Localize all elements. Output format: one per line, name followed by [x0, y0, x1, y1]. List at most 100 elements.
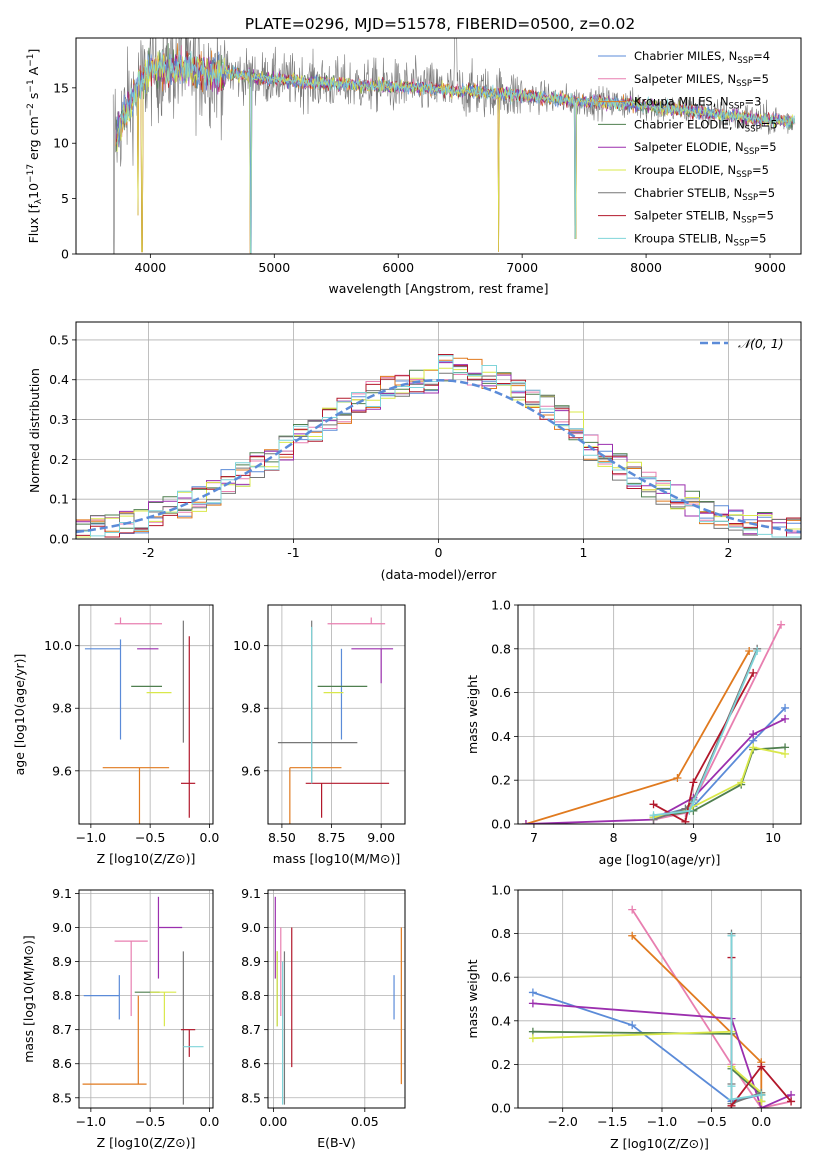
- y-axis-label: mass [log10(M/M⊙)]: [21, 935, 36, 1063]
- series-line-kroupa_stelib: [730, 935, 762, 1101]
- series-marker-salpeter_stelib: [757, 1062, 766, 1071]
- y-tick-label: 0.8: [491, 641, 511, 656]
- x-tick-label: 8000: [630, 260, 662, 275]
- x-axis-label: age [log10(age/yr)]: [599, 852, 721, 867]
- series-marker-chabrier_miles: [781, 703, 790, 712]
- x-tick-label: 8.50: [268, 830, 296, 845]
- series-line-chabrier_elodie: [532, 1030, 763, 1102]
- series-marker-kroupa_stelib: [685, 806, 694, 815]
- y-tick-label: 9.0: [241, 920, 261, 935]
- y-tick-label: 0: [61, 247, 69, 262]
- series-marker-kroupa_elodie: [528, 1034, 537, 1043]
- y-tick-label: 9.0: [52, 920, 72, 935]
- legend: Chabrier MILES, NSSP=4 Salpeter MILES, NS…: [598, 49, 778, 248]
- y-tick-label: 8.9: [241, 954, 261, 969]
- y-tick-label: 8.8: [241, 988, 261, 1003]
- x-tick-label: 4000: [134, 260, 166, 275]
- x-axis-label: mass [log10(M/M⊙)]: [273, 851, 401, 866]
- y-tick-label: 0.4: [49, 372, 69, 387]
- plot-area-mass_vs_ebv: [274, 896, 402, 1105]
- x-tick-label: 5000: [258, 260, 290, 275]
- plot-area-spectrum: [112, 38, 796, 254]
- x-axis-label: E(B-V): [317, 1135, 356, 1150]
- x-tick-label: 10: [765, 830, 781, 845]
- legend-label-chabrier_miles: Chabrier MILES, NSSP=4: [634, 49, 770, 66]
- x-tick-label: 6000: [382, 260, 414, 275]
- series-marker-salpeter_stelib: [649, 800, 658, 809]
- y-tick-label: 8.6: [52, 1056, 72, 1071]
- x-tick-label: 1: [580, 545, 588, 560]
- panel-mass_weight_vs_age: 7 8 9 10 0.0 0.2 0.4 0.6 0.8 1.0 age [log10(age/yr…: [465, 598, 802, 867]
- y-tick-label: 10.0: [233, 638, 261, 653]
- plot-area-mass_weight_vs_Z: [528, 905, 796, 1108]
- figure-title: PLATE=0296, MJD=51578, FIBERID=0500, z=0…: [245, 15, 635, 33]
- x-axis-label: (data-model)/error: [381, 567, 498, 582]
- y-tick-label: 8.6: [241, 1056, 261, 1071]
- series-marker-kroupa_stelib: [727, 1082, 736, 1091]
- x-tick-label: −1.0: [76, 1114, 106, 1129]
- panel-age_vs_Z: −1.0 −0.5 0.0 9.6 9.8 10.0 Z [log10(Z/Z⊙)] age …: [12, 604, 219, 866]
- series-marker-kroupa_stelib: [757, 1090, 766, 1099]
- x-tick-label: 0.0: [199, 830, 219, 845]
- plot-area-age_vs_mass: [277, 617, 394, 824]
- x-axis-label: Z [log10(Z/Z⊙)]: [97, 851, 196, 866]
- panel-spectrum: 4000 5000 6000 7000 8000 9000 0 5 10 15 wavelength…: [26, 37, 802, 296]
- x-tick-label: −0.5: [696, 1114, 726, 1129]
- y-tick-label: 0.0: [491, 817, 511, 832]
- series-marker-kroupa_elodie: [749, 743, 758, 752]
- plot-area-mass_vs_Z: [82, 896, 204, 1105]
- x-tick-label: −0.5: [135, 1114, 165, 1129]
- series-marker-salpeter_miles: [777, 620, 786, 629]
- y-tick-label: 0.6: [491, 970, 511, 985]
- panel-mass_weight_vs_Z: −2.0 −1.5 −1.0 −0.5 0.0 0.0 0.2 0.4 0.6 0.8 1.0 Z […: [465, 883, 802, 1151]
- x-axis-label: Z [log10(Z/Z⊙)]: [97, 1135, 196, 1150]
- x-tick-label: 8: [610, 830, 618, 845]
- series-marker-chabrier_miles: [628, 1021, 637, 1030]
- y-axis-label: mass weight: [465, 959, 480, 1038]
- y-tick-label: 0.2: [49, 452, 69, 467]
- plot-area-residuals: [76, 354, 801, 538]
- panel-mass_vs_Z: −1.0 −0.5 0.0 8.5 8.6 8.7 8.8 8.9 9.0 9.1 Z [log10…: [21, 886, 219, 1150]
- y-tick-label: 0.8: [491, 926, 511, 941]
- y-tick-label: 9.8: [241, 701, 261, 716]
- x-tick-label: 7: [530, 830, 538, 845]
- y-tick-label: 0.1: [49, 492, 69, 507]
- y-tick-label: 1.0: [491, 883, 511, 898]
- legend-label-kroupa_miles: Kroupa MILES, NSSP=3: [634, 95, 761, 112]
- y-tick-label: 8.5: [241, 1090, 261, 1105]
- series-marker-salpeter_elodie: [521, 820, 530, 824]
- x-tick-label: 9: [689, 830, 697, 845]
- y-tick-label: 15: [53, 80, 69, 95]
- series-marker-kroupa_stelib: [727, 931, 736, 940]
- spectrum-model-chabrier_elodie: [115, 43, 795, 253]
- series-marker-salpeter_elodie: [781, 714, 790, 723]
- series-marker-kroupa_miles: [628, 931, 637, 940]
- x-tick-label: −1.5: [597, 1114, 627, 1129]
- axes-frame: [78, 889, 214, 1109]
- axes-frame: [267, 889, 406, 1109]
- series-marker-salpeter_stelib: [749, 668, 758, 677]
- y-tick-label: 9.6: [52, 763, 72, 778]
- series-line-kroupa_elodie: [653, 746, 786, 819]
- x-tick-label: 9000: [754, 260, 786, 275]
- legend-label-salpeter_stelib: Salpeter STELIB, NSSP=5: [634, 209, 774, 226]
- x-tick-label: 7000: [506, 260, 538, 275]
- plot-area-mass_weight_vs_age: [521, 620, 790, 824]
- series-marker-salpeter_stelib: [689, 778, 698, 787]
- spectrum-model-kroupa_stelib: [117, 50, 796, 254]
- x-tick-label: 0.00: [260, 1114, 288, 1129]
- y-tick-label: 0.0: [49, 532, 69, 547]
- y-axis-label: age [log10(age/yr)]: [12, 654, 27, 776]
- x-tick-label: -1: [287, 545, 299, 560]
- axes-frame: [75, 321, 802, 540]
- y-axis-label: Normed distribution: [27, 368, 42, 493]
- series-marker-kroupa_elodie: [781, 749, 790, 758]
- legend-label-salpeter_miles: Salpeter MILES, NSSP=5: [634, 72, 769, 89]
- series-line-chabrier_stelib: [730, 933, 762, 1105]
- y-tick-label: 8.7: [52, 1022, 72, 1037]
- axes-frame: [78, 604, 214, 825]
- y-tick-label: 10.0: [44, 638, 72, 653]
- y-tick-label: 8.9: [52, 954, 72, 969]
